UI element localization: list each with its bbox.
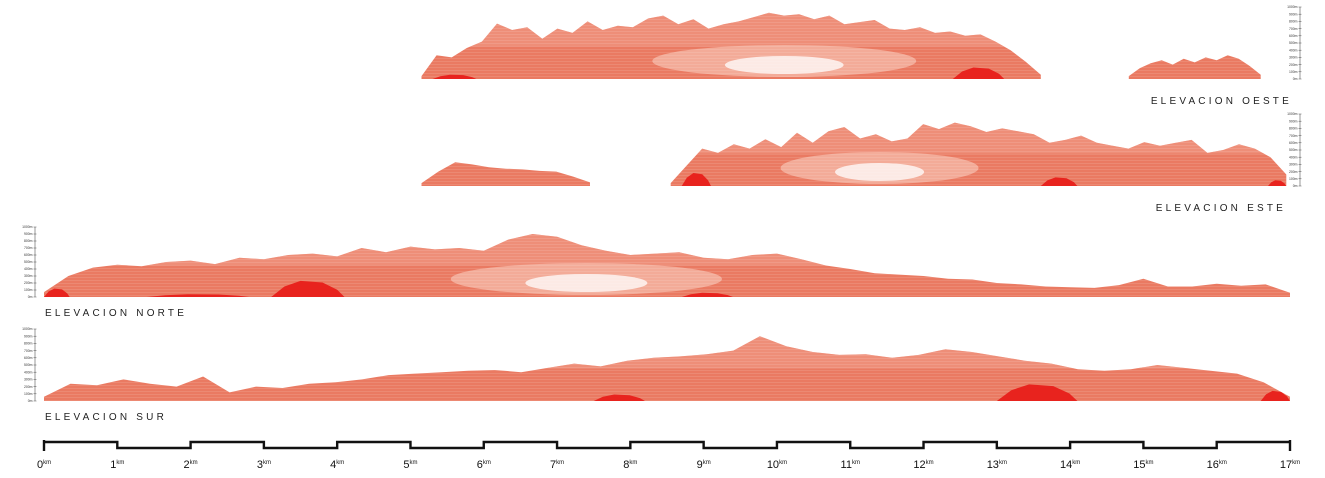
- elevation-tick-label: 1000m: [22, 327, 33, 331]
- scale-bar-label: 17km: [1280, 459, 1300, 471]
- terrain-profile-sur: [44, 336, 1290, 401]
- elevation-tick-label: 900m: [24, 334, 33, 338]
- elevation-tick-label: 0m: [28, 399, 33, 403]
- elevation-tick-label: 800m: [24, 342, 33, 346]
- elevation-tick-label: 100m: [24, 392, 33, 396]
- elevation-tick-label: 700m: [1289, 134, 1298, 138]
- elevation-tick-label: 300m: [1289, 163, 1298, 167]
- section-elevacion-este: 1000m 900m 800m 700m 600m 500m 400m 300m 200m 100…: [421, 112, 1302, 214]
- dark-terrain-patch: [1268, 180, 1287, 186]
- elevation-tick-label: 400m: [24, 267, 33, 271]
- elevation-tick-label: 300m: [24, 378, 33, 382]
- dark-terrain-patch: [952, 67, 1005, 79]
- scale-bar-label: 7km: [550, 459, 564, 471]
- dark-terrain-patch: [271, 280, 345, 297]
- dark-terrain-patch: [681, 292, 733, 297]
- elevation-tick-label: 800m: [1289, 20, 1298, 24]
- elevation-tick-label: 900m: [1289, 12, 1298, 16]
- elevation-tick-label: 1000m: [1287, 5, 1298, 9]
- dark-terrain-patch: [432, 74, 477, 79]
- distance-scale-bar: 0km 1km 2km 3km 4km 5km 6km 7km 8km 9km 10km 11km 12…: [37, 440, 1300, 471]
- dark-terrain-patch: [996, 384, 1078, 401]
- dark-terrain-patch: [1260, 390, 1290, 401]
- elevation-scale-norte: 1000m 900m 800m 700m 600m 500m 400m 300m 200m 100…: [22, 225, 37, 299]
- elevation-tick-label: 100m: [1289, 177, 1298, 181]
- elevation-tick-label: 600m: [24, 253, 33, 257]
- section-elevacion-sur: 1000m 900m 800m 700m 600m 500m 400m 300m 200m 100…: [22, 327, 1290, 423]
- scale-bar-label: 6km: [477, 459, 491, 471]
- elevation-scale-sur: 1000m 900m 800m 700m 600m 500m 400m 300m 200m 100…: [22, 327, 37, 403]
- scale-bar-label: 13km: [987, 459, 1007, 471]
- elevation-tick-label: 300m: [1289, 56, 1298, 60]
- elevation-tick-label: 500m: [1289, 148, 1298, 152]
- elevation-scale-este: 1000m 900m 800m 700m 600m 500m 400m 300m 200m 100…: [1287, 112, 1302, 188]
- elevation-tick-label: 600m: [1289, 34, 1298, 38]
- elevation-tick-label: 600m: [24, 356, 33, 360]
- scale-bar-label: 9km: [697, 459, 711, 471]
- section-label-este: ELEVACION ESTE: [1156, 203, 1286, 214]
- elevation-tick-label: 800m: [1289, 127, 1298, 131]
- elevation-tick-label: 200m: [24, 281, 33, 285]
- elevation-tick-label: 500m: [24, 260, 33, 264]
- section-label-norte: ELEVACION NORTE: [45, 308, 187, 319]
- elevation-tick-label: 500m: [24, 363, 33, 367]
- dark-terrain-patch: [1040, 177, 1078, 186]
- scale-bar-label: 16km: [1207, 459, 1227, 471]
- elevation-tick-label: 200m: [24, 385, 33, 389]
- scale-bar-label: 8km: [623, 459, 637, 471]
- elevation-tick-label: 1000m: [1287, 112, 1298, 116]
- terrain-profile-este: [421, 122, 1287, 186]
- elevation-tick-label: 800m: [24, 239, 33, 243]
- section-elevacion-oeste: 1000m 900m 800m 700m 600m 500m 400m 300m 200m 100…: [421, 5, 1302, 107]
- elevation-tick-label: 300m: [24, 274, 33, 278]
- scale-bar-label: 14km: [1060, 459, 1080, 471]
- elevation-tick-label: 0m: [28, 295, 33, 299]
- dark-terrain-patch: [146, 294, 250, 297]
- scale-bar-label: 11km: [841, 459, 860, 471]
- elevation-tick-label: 600m: [1289, 141, 1298, 145]
- elevation-tick-label: 0m: [1293, 77, 1298, 81]
- elevation-tick-label: 400m: [24, 370, 33, 374]
- elevation-tick-label: 700m: [24, 246, 33, 250]
- scale-bar-label: 2km: [184, 459, 198, 471]
- elevation-tick-label: 700m: [24, 349, 33, 353]
- scale-bar-label: 3km: [257, 459, 271, 471]
- scale-bar-label: 0km: [37, 459, 51, 471]
- scale-bar-label: 15km: [1133, 459, 1153, 471]
- dark-terrain-patch: [44, 288, 70, 297]
- elevation-scale-oeste: 1000m 900m 800m 700m 600m 500m 400m 300m 200m 100…: [1287, 5, 1302, 81]
- elevation-tick-label: 400m: [1289, 155, 1298, 159]
- elevation-tick-label: 900m: [1289, 119, 1298, 123]
- scale-bar-line: [44, 440, 1290, 450]
- elevation-tick-label: 100m: [24, 288, 33, 292]
- scale-bar-label: 10km: [767, 459, 787, 471]
- elevation-tick-label: 900m: [24, 232, 33, 236]
- section-label-sur: ELEVACION SUR: [45, 412, 167, 423]
- elevation-tick-label: 500m: [1289, 41, 1298, 45]
- elevation-tick-label: 0m: [1293, 184, 1298, 188]
- terrain-profile-norte: [44, 234, 1290, 297]
- dark-terrain-patch: [593, 394, 645, 401]
- section-label-oeste: ELEVACION OESTE: [1151, 96, 1292, 107]
- elevation-tick-label: 100m: [1289, 70, 1298, 74]
- scale-bar-label: 5km: [403, 459, 417, 471]
- elevation-tick-label: 400m: [1289, 48, 1298, 52]
- elevation-tick-label: 200m: [1289, 63, 1298, 67]
- terrain-profile-oeste: [421, 12, 1261, 79]
- scale-bar-label: 12km: [913, 459, 933, 471]
- section-elevacion-norte: 1000m 900m 800m 700m 600m 500m 400m 300m 200m 100…: [22, 225, 1290, 319]
- elevation-tick-label: 1000m: [22, 225, 33, 229]
- elevation-tick-label: 200m: [1289, 170, 1298, 174]
- elevation-tick-label: 700m: [1289, 27, 1298, 31]
- dark-terrain-patch: [681, 173, 711, 186]
- scale-bar-label: 1km: [110, 459, 124, 471]
- scale-bar-label: 4km: [330, 459, 344, 471]
